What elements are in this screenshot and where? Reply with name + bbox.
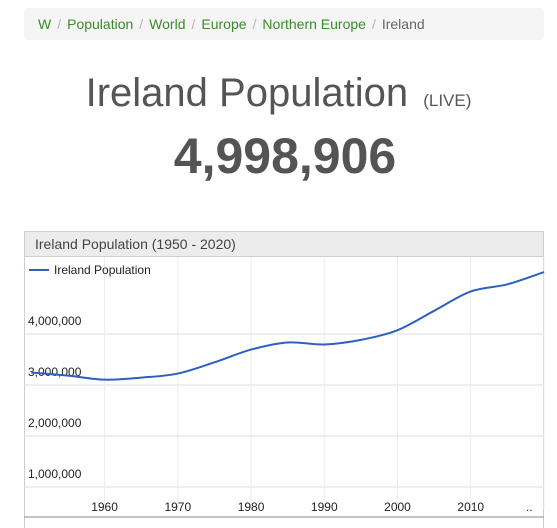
x-tick-label: .. — [526, 500, 533, 514]
live-label: (LIVE) — [423, 91, 472, 110]
series-line[interactable] — [31, 271, 545, 381]
breadcrumb-separator: / — [57, 16, 62, 32]
breadcrumb-link-world[interactable]: World — [149, 16, 186, 32]
breadcrumb-link-northern-europe[interactable]: Northern Europe — [262, 16, 366, 32]
y-tick-label: 2,000,000 — [28, 416, 82, 430]
breadcrumb-link-w[interactable]: W — [38, 16, 52, 32]
breadcrumb-separator: / — [371, 16, 376, 32]
y-tick-label: 1,000,000 — [28, 467, 82, 481]
x-tick-label: 1990 — [311, 500, 338, 514]
population-counter: 4,998,906 — [173, 128, 397, 184]
chart-title: Ireland Population (1950 - 2020) — [24, 231, 544, 257]
breadcrumb-separator: / — [252, 16, 257, 32]
x-tick-label: 1960 — [91, 500, 118, 514]
breadcrumb-current: Ireland — [381, 16, 425, 32]
page-title: Ireland Population (LIVE) — [0, 70, 557, 124]
breadcrumb-link-population[interactable]: Population — [67, 16, 134, 32]
x-tick-label: 1970 — [164, 500, 191, 514]
x-tick-label: 2000 — [384, 500, 411, 514]
legend-label[interactable]: Ireland Population — [54, 263, 151, 277]
breadcrumb-separator: / — [191, 16, 196, 32]
x-tick-label: 2010 — [457, 500, 484, 514]
breadcrumb: W / Population / World / Europe / Northern Europ… — [24, 8, 544, 40]
page-title-text: Ireland Population — [85, 71, 409, 115]
breadcrumb-separator: / — [139, 16, 144, 32]
y-tick-label: 4,000,000 — [28, 314, 82, 328]
x-tick-label: 1980 — [238, 500, 265, 514]
breadcrumb-link-europe[interactable]: Europe — [201, 16, 247, 32]
